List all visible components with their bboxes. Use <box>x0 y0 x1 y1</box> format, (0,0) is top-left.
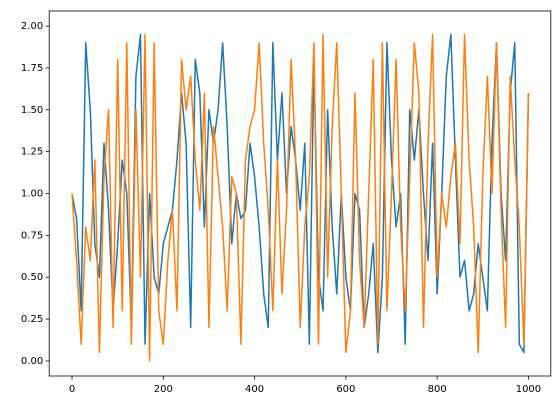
x-tick-label: 800 <box>428 384 447 395</box>
data-line <box>71 33 530 362</box>
y-tick-label: 0.00 <box>21 356 43 367</box>
y-tick-label: 1.00 <box>21 189 43 200</box>
y-tick-label: 0.75 <box>21 230 43 241</box>
x-tick-label: 200 <box>154 384 173 395</box>
y-tick-label: 1.75 <box>21 63 43 74</box>
x-tick-label: 600 <box>336 384 355 395</box>
y-tick-label: 0.50 <box>21 272 43 283</box>
x-tick-label: 1000 <box>516 384 541 395</box>
y-tick-label: 0.25 <box>21 314 43 325</box>
x-tick-label: 0 <box>69 384 75 395</box>
y-tick-label: 1.25 <box>21 147 43 158</box>
x-tick-label: 400 <box>245 384 264 395</box>
y-tick-label: 2.00 <box>21 21 43 32</box>
y-tick-label: 1.50 <box>21 105 43 116</box>
